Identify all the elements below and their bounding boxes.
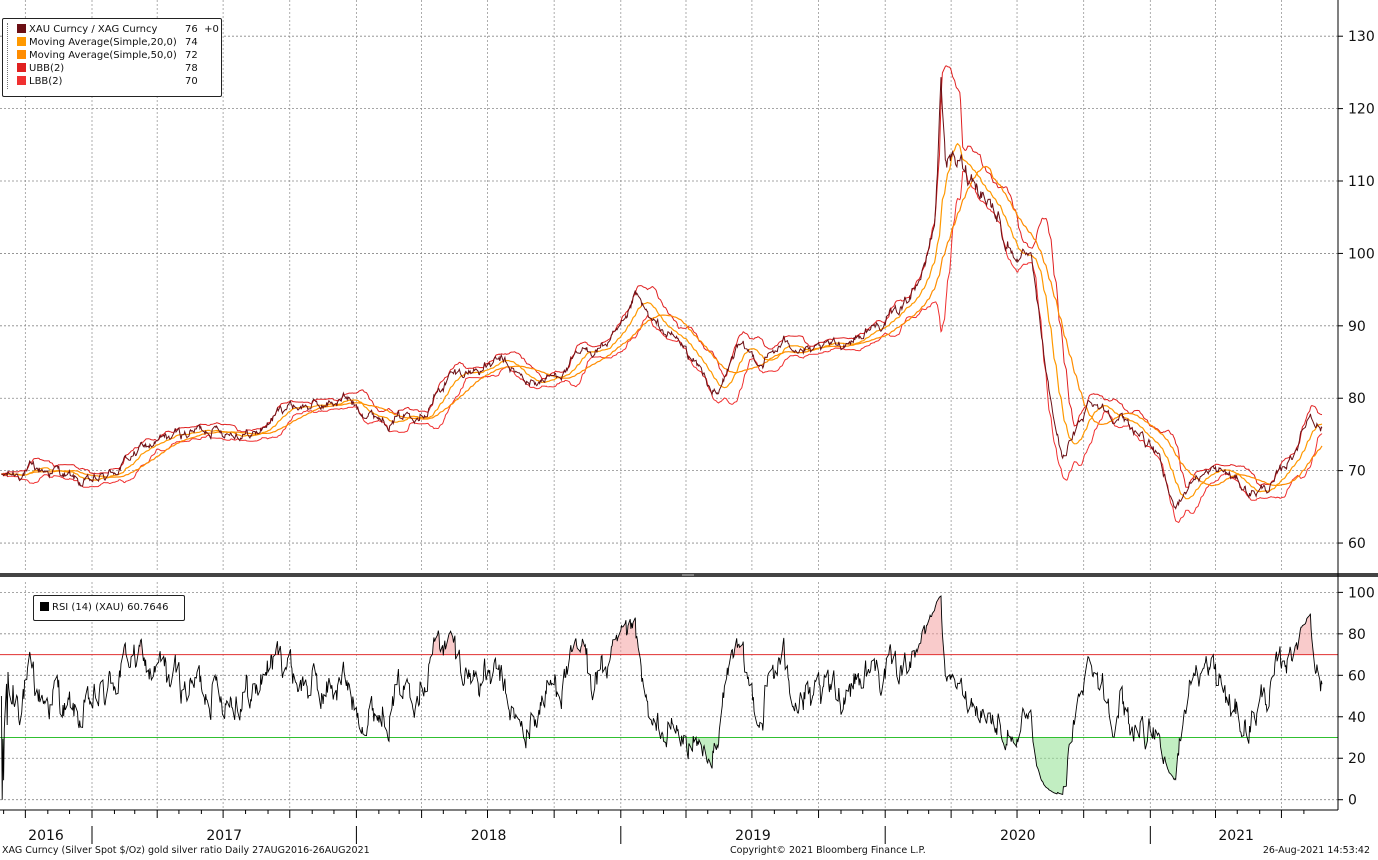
price-axis-tick-label: 70: [1348, 464, 1366, 480]
price-legend[interactable]: XAU Curncy / XAG Curncy 76 +0 Moving Ave…: [2, 18, 222, 97]
rsi-axis-tick-label: 80: [1348, 627, 1366, 643]
gold-silver-ratio-line: [1, 77, 1323, 510]
legend-swatch: [40, 602, 49, 611]
legend-tree-icon: [7, 23, 14, 89]
legend-entry-ratio[interactable]: XAU Curncy / XAG Curncy 76 +0: [17, 23, 219, 36]
price-axis-tick-label: 120: [1348, 102, 1375, 118]
legend-value: 60.7646: [127, 602, 169, 613]
legend-value: 78: [185, 63, 198, 74]
rsi-panel-series: [0, 595, 1338, 800]
legend-value: 72: [185, 50, 198, 61]
lower-bollinger-band-line: [1, 170, 1323, 524]
legend-swatch: [17, 37, 26, 46]
price-axis-tick-label: 130: [1348, 29, 1375, 45]
legend-value: 76: [185, 24, 198, 35]
price-axis-tick-label: 90: [1348, 319, 1366, 335]
legend-entry-ma20[interactable]: Moving Average(Simple,20,0) 74: [17, 36, 198, 49]
year-label: 2021: [1218, 828, 1254, 844]
legend-change: +0: [204, 24, 219, 35]
footer-timestamp: 26-Aug-2021 14:53:42: [1262, 845, 1370, 856]
footer-description: XAG Curncy (Silver Spot $/Oz) gold silve…: [2, 845, 370, 856]
year-label: 2019: [735, 828, 771, 844]
legend-entry-ma50[interactable]: Moving Average(Simple,50,0) 72: [17, 49, 198, 62]
legend-swatch: [17, 24, 26, 33]
rsi-legend[interactable]: RSI (14) (XAU) 60.7646: [33, 595, 185, 621]
price-axis-tick-label: 100: [1348, 246, 1375, 262]
rsi-oversold-fill: [2, 737, 1250, 800]
rsi-axis-tick-label: 40: [1348, 710, 1366, 726]
legend-swatch: [17, 50, 26, 59]
rsi-axis-tick-label: 0: [1348, 793, 1357, 809]
upper-bollinger-band-line: [1, 65, 1323, 488]
year-label: 2017: [206, 828, 242, 844]
moving-average-20-line: [1, 142, 1323, 500]
legend-entry-ubb[interactable]: UBB(2) 78: [17, 62, 198, 75]
price-panel-series: [1, 65, 1323, 524]
year-label: 2016: [28, 828, 64, 844]
year-label: 2020: [1000, 828, 1036, 844]
legend-entry-rsi[interactable]: RSI (14) (XAU) 60.7646: [40, 601, 169, 614]
rsi-axis-tick-label: 60: [1348, 668, 1366, 684]
legend-entry-lbb[interactable]: LBB(2) 70: [17, 75, 198, 88]
year-label: 2018: [471, 828, 507, 844]
legend-value: 70: [185, 76, 198, 87]
price-axis-tick-label: 110: [1348, 174, 1375, 190]
rsi-axis-tick-label: 100: [1348, 585, 1375, 601]
legend-value: 74: [185, 37, 198, 48]
rsi-line: [0, 595, 1323, 800]
footer-copyright: Copyright© 2021 Bloomberg Finance L.P.: [730, 845, 926, 856]
legend-swatch: [17, 63, 26, 72]
price-axis-tick-label: 80: [1348, 391, 1366, 407]
gridlines: [0, 0, 1338, 808]
price-axis-tick-label: 60: [1348, 536, 1366, 552]
rsi-overbought-fill: [29, 596, 1315, 655]
rsi-axis-tick-label: 20: [1348, 751, 1366, 767]
legend-swatch: [17, 76, 26, 85]
